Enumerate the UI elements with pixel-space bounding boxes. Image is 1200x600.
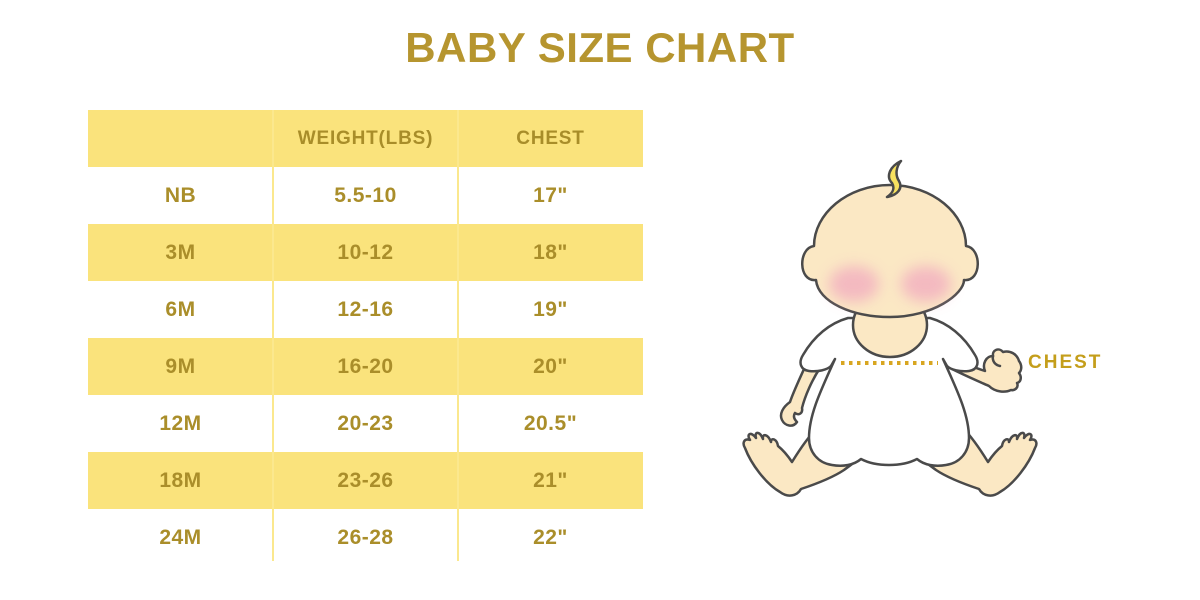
cheek-blush xyxy=(829,266,951,302)
size-chart-table: WEIGHT(LBS) CHEST NB 5.5-10 17" 3M 10-12… xyxy=(88,110,643,566)
weight-cell: 20-23 xyxy=(337,411,394,435)
weight-cell: 26-28 xyxy=(337,525,394,549)
size-cell: 18M xyxy=(159,468,202,492)
chest-cell: 17" xyxy=(533,183,568,207)
chest-cell: 21" xyxy=(533,468,568,492)
chest-cell: 20.5" xyxy=(523,411,578,435)
column-separator xyxy=(457,110,459,561)
column-separator xyxy=(272,110,274,561)
size-cell: 3M xyxy=(165,240,196,264)
chest-cell: 20" xyxy=(533,354,568,378)
table-row: 9M 16-20 20" xyxy=(88,338,643,395)
header-chest: CHEST xyxy=(516,127,585,149)
table-row: NB 5.5-10 17" xyxy=(88,167,643,224)
header-weight: WEIGHT(LBS) xyxy=(297,127,434,149)
baby-icon xyxy=(742,159,1038,497)
header-size xyxy=(88,110,273,167)
size-cell: 9M xyxy=(165,354,196,378)
table-header-row: WEIGHT(LBS) CHEST xyxy=(88,110,643,167)
weight-cell: 12-16 xyxy=(337,297,394,321)
size-cell: 12M xyxy=(159,411,202,435)
weight-cell: 23-26 xyxy=(337,468,394,492)
weight-cell: 5.5-10 xyxy=(334,183,397,207)
chest-cell: 22" xyxy=(533,525,568,549)
size-cell: 24M xyxy=(159,525,202,549)
table-row: 6M 12-16 19" xyxy=(88,281,643,338)
table-row: 3M 10-12 18" xyxy=(88,224,643,281)
table-row: 24M 26-28 22" xyxy=(88,509,643,566)
chest-measure-label: CHEST xyxy=(1028,352,1103,373)
table-row: 12M 20-23 20.5" xyxy=(88,395,643,452)
page-title: BABY SIZE CHART xyxy=(405,24,795,71)
weight-cell: 16-20 xyxy=(337,354,394,378)
size-cell: NB xyxy=(164,183,197,207)
chest-cell: 19" xyxy=(533,297,568,321)
table-row: 18M 23-26 21" xyxy=(88,452,643,509)
size-cell: 6M xyxy=(165,297,196,321)
weight-cell: 10-12 xyxy=(337,240,394,264)
chest-cell: 18" xyxy=(533,240,568,264)
baby-illustration xyxy=(730,150,1130,510)
